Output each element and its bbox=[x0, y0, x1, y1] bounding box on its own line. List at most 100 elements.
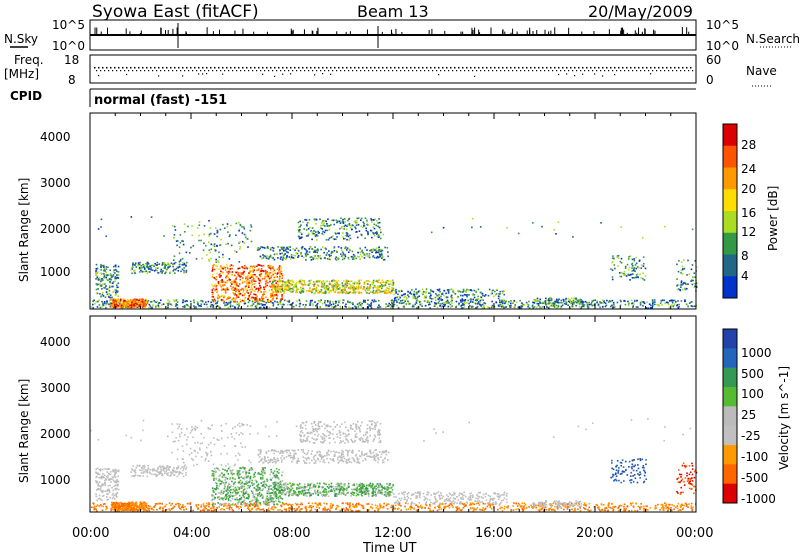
power-point bbox=[255, 298, 258, 300]
power-point bbox=[279, 276, 281, 279]
power-point bbox=[334, 306, 336, 308]
power-point bbox=[338, 257, 340, 260]
velocity-point bbox=[355, 510, 357, 512]
power-point bbox=[114, 302, 117, 304]
power-point bbox=[677, 288, 680, 290]
power-point bbox=[313, 254, 316, 257]
power-point bbox=[376, 232, 378, 234]
power-point bbox=[323, 251, 325, 254]
power-point bbox=[284, 286, 286, 288]
power-point bbox=[387, 305, 390, 307]
velocity-point bbox=[681, 508, 684, 511]
power-point bbox=[351, 250, 354, 253]
velocity-point bbox=[255, 502, 258, 505]
power-point bbox=[216, 296, 219, 298]
power-point bbox=[159, 299, 162, 302]
power-point bbox=[463, 293, 466, 296]
power-point bbox=[478, 303, 481, 305]
power-point bbox=[101, 306, 103, 308]
power-point bbox=[130, 216, 133, 218]
power-point bbox=[164, 267, 166, 269]
power-point bbox=[110, 304, 112, 306]
velocity-point bbox=[623, 505, 625, 508]
power-point bbox=[211, 270, 214, 272]
power-point bbox=[305, 219, 308, 221]
power-point bbox=[363, 286, 366, 289]
power-point bbox=[330, 290, 332, 293]
power-point bbox=[197, 303, 199, 306]
power-point bbox=[491, 292, 493, 295]
power-point bbox=[335, 283, 337, 286]
power-point bbox=[228, 300, 231, 303]
freq-dot bbox=[674, 67, 676, 69]
nave-dot bbox=[144, 70, 146, 72]
power-point bbox=[477, 295, 479, 298]
velocity-point bbox=[329, 509, 331, 512]
power-point bbox=[579, 303, 581, 305]
power-point bbox=[148, 306, 150, 309]
power-point bbox=[616, 301, 619, 304]
velocity-point bbox=[379, 503, 381, 506]
power-point bbox=[319, 254, 322, 257]
power-point bbox=[121, 300, 123, 303]
velocity-point bbox=[632, 502, 634, 504]
power-point bbox=[597, 304, 600, 307]
velocity-point bbox=[411, 506, 413, 509]
power-point bbox=[341, 291, 344, 294]
velocity-point bbox=[450, 504, 453, 507]
power-point bbox=[276, 295, 279, 297]
power-point bbox=[276, 253, 278, 256]
power-point bbox=[212, 299, 215, 302]
power-point bbox=[251, 281, 253, 283]
power-point bbox=[104, 302, 106, 305]
velocity-point bbox=[567, 506, 569, 509]
power-point bbox=[432, 290, 434, 293]
velocity-point bbox=[319, 504, 322, 506]
power-point bbox=[226, 223, 229, 225]
power-point bbox=[109, 294, 112, 296]
power-ytick-2000: 2000 bbox=[40, 222, 71, 236]
power-point bbox=[215, 258, 217, 261]
power-point bbox=[366, 253, 368, 255]
power-point bbox=[333, 285, 335, 287]
velocity-point bbox=[463, 503, 466, 505]
power-point bbox=[681, 265, 684, 268]
power-point bbox=[184, 271, 186, 274]
power-point bbox=[379, 289, 381, 292]
power-point bbox=[271, 280, 274, 283]
power-point bbox=[300, 252, 302, 254]
power-point bbox=[307, 253, 309, 256]
power-point bbox=[392, 305, 395, 307]
velocity-point bbox=[249, 509, 252, 512]
power-point bbox=[299, 302, 302, 305]
power-point bbox=[581, 305, 583, 308]
power-point bbox=[298, 237, 301, 240]
velocity-point bbox=[207, 504, 209, 506]
power-point bbox=[102, 279, 104, 281]
velocity-point bbox=[405, 508, 408, 511]
power-point bbox=[374, 218, 377, 221]
power-point bbox=[252, 276, 254, 279]
velocity-point bbox=[274, 506, 277, 509]
power-point bbox=[204, 301, 207, 303]
power-point bbox=[532, 307, 535, 309]
power-point bbox=[425, 292, 427, 294]
power-point bbox=[573, 297, 575, 300]
power-point bbox=[243, 227, 246, 230]
power-point bbox=[113, 269, 116, 271]
power-point bbox=[219, 284, 222, 286]
power-point bbox=[569, 301, 572, 304]
power-point bbox=[686, 274, 688, 276]
power-point bbox=[277, 246, 279, 248]
power-point bbox=[211, 295, 214, 298]
power-point bbox=[128, 300, 131, 303]
velocity-point bbox=[374, 509, 376, 512]
power-point bbox=[631, 263, 633, 266]
power-point bbox=[132, 270, 135, 272]
power-point bbox=[667, 303, 670, 306]
power-point bbox=[381, 290, 384, 293]
power-point bbox=[562, 299, 565, 301]
power-cbar-bin-4 bbox=[723, 211, 737, 234]
power-point bbox=[361, 249, 364, 252]
